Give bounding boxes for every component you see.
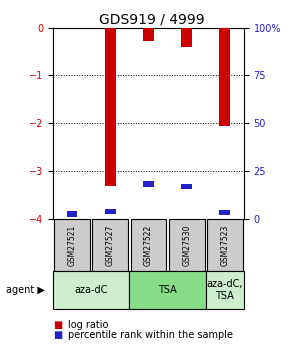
Bar [53, 271, 129, 309]
Text: GDS919 / 4999: GDS919 / 4999 [99, 12, 204, 26]
Bar [206, 271, 244, 309]
Bar [67, 211, 78, 217]
Bar [219, 209, 230, 215]
Text: log ratio: log ratio [68, 320, 108, 330]
Text: ■: ■ [53, 331, 62, 340]
Bar [207, 219, 243, 271]
Text: percentile rank within the sample: percentile rank within the sample [68, 331, 233, 340]
Bar [219, 28, 230, 126]
Bar [129, 271, 206, 309]
Text: aza-dC: aza-dC [75, 285, 108, 295]
Bar [54, 219, 90, 271]
Text: GSM27530: GSM27530 [182, 224, 191, 266]
Text: agent ▶: agent ▶ [6, 285, 45, 295]
Text: aza-dC,
TSA: aza-dC, TSA [207, 279, 243, 300]
Text: GSM27521: GSM27521 [68, 224, 77, 266]
Bar [131, 219, 166, 271]
Bar [143, 181, 154, 187]
Text: ■: ■ [53, 320, 62, 330]
Text: GSM27523: GSM27523 [220, 224, 229, 266]
Text: GSM27522: GSM27522 [144, 224, 153, 266]
Bar [105, 28, 116, 186]
Bar [169, 219, 205, 271]
Text: GSM27527: GSM27527 [106, 224, 115, 266]
Bar [143, 28, 154, 41]
Bar [181, 28, 192, 47]
Bar [181, 184, 192, 189]
Bar [105, 208, 116, 214]
Text: TSA: TSA [158, 285, 177, 295]
Bar [92, 219, 128, 271]
